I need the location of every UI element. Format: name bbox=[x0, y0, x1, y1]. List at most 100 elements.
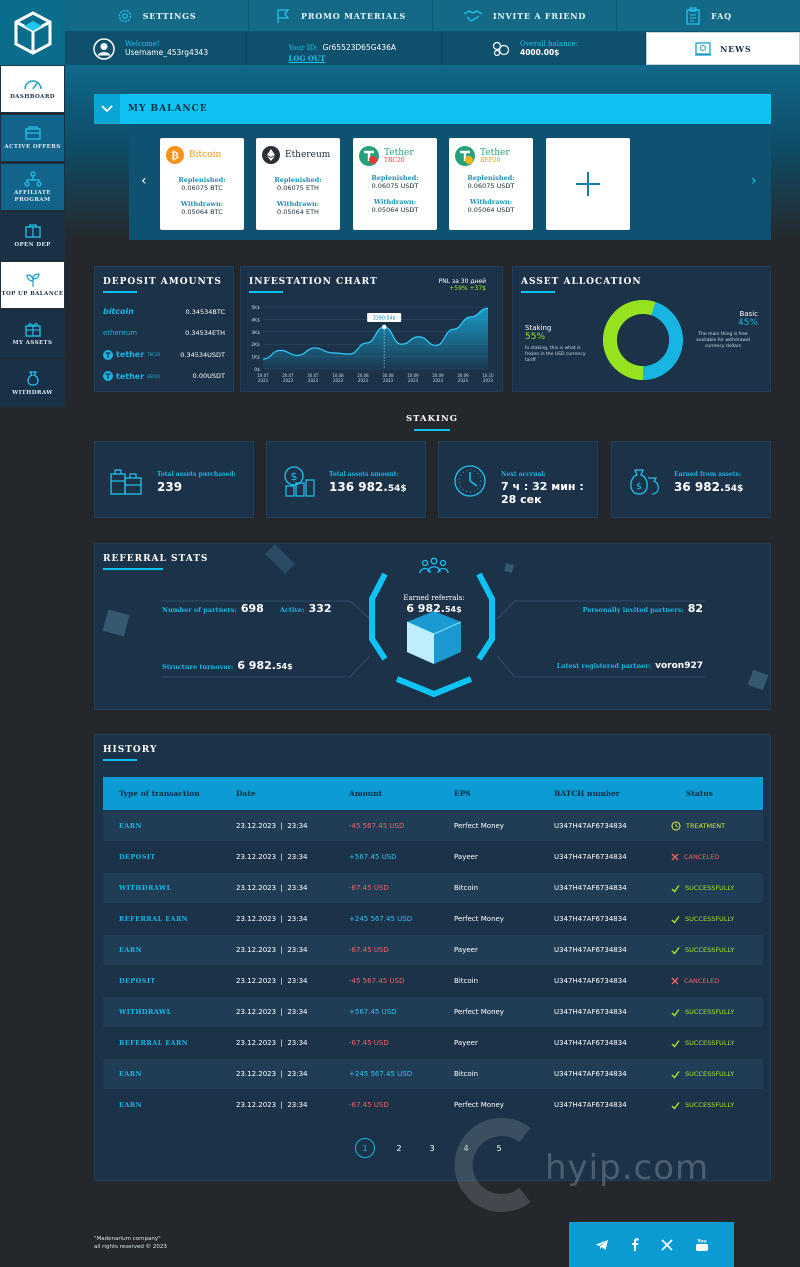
transaction-date: 23.12.2023 | 23:34 bbox=[236, 853, 308, 861]
logo[interactable] bbox=[0, 0, 65, 65]
sidebar-item-open-dep[interactable]: OPEN DEP bbox=[0, 212, 65, 260]
chart-x-tick-year: 2023 bbox=[433, 378, 444, 383]
status-label: CANCELED bbox=[684, 977, 720, 985]
page-4-button[interactable]: 4 bbox=[463, 1143, 469, 1153]
stat-value-cents: 54$ bbox=[724, 484, 744, 494]
transaction-eps: Perfect Money bbox=[454, 1008, 504, 1016]
x-twitter-icon[interactable] bbox=[660, 1238, 673, 1251]
transaction-type: REFERRAL EARN bbox=[119, 1039, 189, 1047]
column-header[interactable]: Amount bbox=[349, 789, 383, 798]
sidebar-item-active-offers[interactable]: ACTIVE OFFERS bbox=[0, 114, 65, 162]
news-button[interactable]: NEWS bbox=[645, 32, 800, 65]
sidebar-item-affiliate[interactable]: AFFILIATE PROGRAM bbox=[0, 163, 65, 211]
turnover-stat: Structure turnover: 6 982.54$ bbox=[162, 659, 293, 672]
status-label: SUCCESSFULLY bbox=[685, 884, 735, 892]
sidebar-label: OPEN DEP bbox=[14, 242, 51, 249]
deposit-coin-name: ethereum bbox=[103, 329, 138, 338]
transaction-date: 23.12.2023 | 23:34 bbox=[236, 884, 308, 892]
column-header[interactable]: Date bbox=[236, 789, 256, 798]
title-underline bbox=[103, 568, 163, 570]
stat-value-cents: 54$ bbox=[387, 484, 407, 494]
sidebar-item-dashboard[interactable]: DASHBOARD bbox=[0, 65, 65, 113]
coin-card-tether-bep20[interactable]: Tether BEP20 Replenished: 0.06075 USDT W… bbox=[449, 138, 533, 230]
partners-label: Number of partners: bbox=[162, 606, 237, 614]
table-row[interactable]: WITHDRAWL 23.12.2023 | 23:34 -67.45 USD Bit… bbox=[103, 873, 763, 903]
coin-card-tether-trc20[interactable]: Tether TRC20 Replenished: 0.06075 USDT W… bbox=[353, 138, 437, 230]
transaction-date: 23.12.2023 | 23:34 bbox=[236, 1070, 308, 1078]
status-label: SUCCESSFULLY bbox=[685, 1101, 735, 1109]
stat-label: Next accrual: bbox=[501, 471, 546, 478]
coin-card-ethereum[interactable]: Ethereum Replenished: 0.06075 ETH Withdr… bbox=[256, 138, 340, 230]
tether-icon bbox=[455, 146, 475, 166]
facebook-icon[interactable] bbox=[631, 1238, 639, 1251]
column-header[interactable]: Status bbox=[686, 789, 713, 798]
chart-y-tick: 0$ bbox=[254, 367, 260, 373]
transaction-date: 23.12.2023 | 23:34 bbox=[236, 1101, 308, 1109]
chart-plot[interactable]: 5K$4K$3K$2K$1K$0$10.07202320.07202330.07… bbox=[241, 299, 504, 391]
nav-promo[interactable]: PROMO MATERIALS bbox=[249, 0, 433, 32]
transaction-status: SUCCESSFULLY bbox=[671, 946, 734, 955]
add-wallet-button[interactable] bbox=[546, 138, 630, 230]
table-row[interactable]: DEPOSIT 23.12.2023 | 23:34 +567.45 USD Paye… bbox=[103, 842, 763, 872]
table-row[interactable]: DEPOSIT 23.12.2023 | 23:34 -45 567.45 USD B… bbox=[103, 966, 763, 996]
carousel-prev-arrow[interactable]: ‹ bbox=[141, 173, 147, 189]
transaction-type: WITHDRAWL bbox=[119, 884, 172, 892]
logout-link[interactable]: LOG OUT bbox=[288, 53, 326, 63]
money-bags-icon: $ bbox=[630, 469, 659, 495]
staking-label: Staking bbox=[525, 324, 552, 332]
allocation-title: ASSET ALLOCATION bbox=[521, 277, 642, 287]
clock-arrow-icon bbox=[671, 821, 681, 831]
transaction-batch: U347H47AF6734834 bbox=[554, 977, 627, 985]
page-2-button[interactable]: 2 bbox=[396, 1143, 402, 1153]
table-row[interactable]: EARN 23.12.2023 | 23:34 -67.45 USD Perfect … bbox=[103, 1090, 763, 1120]
latest-label: Latest registered partner: bbox=[556, 662, 652, 670]
transaction-batch: U347H47AF6734834 bbox=[554, 915, 627, 923]
table-row[interactable]: REFERRAL EARN 23.12.2023 | 23:34 -67.45 US… bbox=[103, 1028, 763, 1058]
sidebar-item-top-up[interactable]: TOP UP BALANCE bbox=[0, 261, 65, 309]
carousel-next-arrow[interactable]: › bbox=[751, 173, 757, 189]
youtube-icon[interactable]: You bbox=[695, 1238, 709, 1252]
chart-x-tick: 20.07 bbox=[282, 373, 294, 378]
gift-box-icon bbox=[24, 323, 41, 337]
table-row[interactable]: WITHDRAWL 23.12.2023 | 23:34 +567.45 USD Pe… bbox=[103, 997, 763, 1027]
nav-settings[interactable]: SETTINGS bbox=[65, 0, 249, 32]
coin-card-bitcoin[interactable]: ₿ Bitcoin Replenished: 0.06075 BTC Withd… bbox=[160, 138, 244, 230]
speedometer-icon bbox=[23, 80, 42, 90]
nav-promo-label: PROMO MATERIALS bbox=[301, 10, 406, 21]
referral-stats-panel: REFERRAL STATS Number of partners: 698 A… bbox=[94, 543, 771, 710]
page-5-button[interactable]: 5 bbox=[496, 1143, 502, 1153]
allocation-donut[interactable] bbox=[598, 295, 688, 385]
chart-point[interactable] bbox=[381, 324, 387, 330]
donut-segment-staking[interactable] bbox=[603, 300, 683, 380]
transaction-eps: Payeer bbox=[454, 853, 478, 861]
table-row[interactable]: EARN 23.12.2023 | 23:34 -45 567.45 USD Perf… bbox=[103, 811, 763, 841]
user-id-label: Your ID: bbox=[288, 43, 318, 52]
sidebar-label: ACTIVE OFFERS bbox=[4, 144, 61, 151]
transaction-amount: +245 567.45 USD bbox=[349, 915, 413, 923]
title-underline bbox=[521, 291, 555, 293]
column-header[interactable]: EPS bbox=[454, 789, 471, 798]
withdrawn-value: 0.05064 ETH bbox=[277, 208, 319, 216]
sidebar-label: DASHBOARD bbox=[10, 94, 55, 101]
balance-cell: Overall balance: 4000.00$ bbox=[442, 32, 646, 65]
sidebar-item-withdraw[interactable]: WITHDRAW bbox=[0, 359, 65, 407]
chart-change: +59% +37$ bbox=[449, 285, 486, 292]
transaction-status: SUCCESSFULLY bbox=[671, 1008, 734, 1017]
page-3-button[interactable]: 3 bbox=[429, 1143, 435, 1153]
column-header[interactable]: Type of transaction bbox=[119, 789, 200, 798]
table-row[interactable]: EARN 23.12.2023 | 23:34 +245 567.45 USD Bit… bbox=[103, 1059, 763, 1089]
balance-value: 4000.00$ bbox=[520, 48, 560, 57]
check-icon bbox=[671, 1101, 680, 1110]
transaction-eps: Perfect Money bbox=[454, 1101, 504, 1109]
user-avatar-icon[interactable] bbox=[93, 37, 115, 60]
table-row[interactable]: EARN 23.12.2023 | 23:34 -67.45 USD Payeer U3… bbox=[103, 935, 763, 965]
deposit-row-bitcoin: bitcoin 0.34534BTC bbox=[95, 301, 233, 323]
telegram-icon[interactable] bbox=[595, 1239, 609, 1251]
transaction-date: 23.12.2023 | 23:34 bbox=[236, 946, 308, 954]
sidebar-item-my-assets[interactable]: MY ASSETS bbox=[0, 310, 65, 358]
nav-faq[interactable]: FAQ bbox=[617, 0, 800, 32]
nav-invite[interactable]: INVITE A FRIEND bbox=[433, 0, 617, 32]
page-1-button[interactable]: 1 bbox=[355, 1138, 375, 1158]
table-row[interactable]: REFERRAL EARN 23.12.2023 | 23:34 +245 567.… bbox=[103, 904, 763, 934]
column-header[interactable]: BATCH number bbox=[554, 789, 620, 798]
